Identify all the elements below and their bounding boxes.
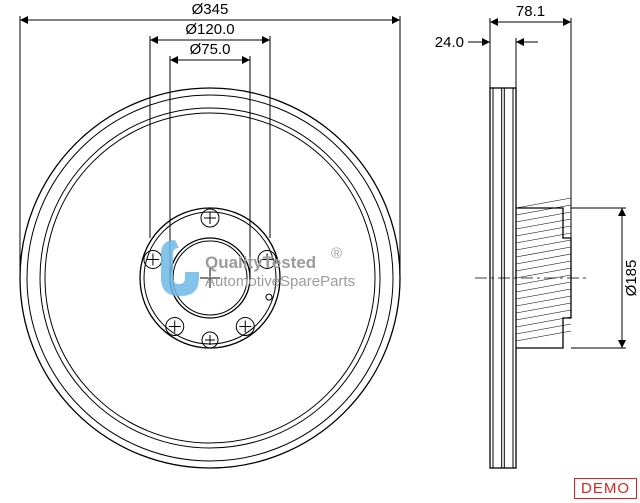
- svg-text:24.0: 24.0: [435, 34, 464, 51]
- svg-text:78.1: 78.1: [516, 3, 545, 20]
- svg-text:Ø185: Ø185: [623, 260, 640, 297]
- svg-text:Ø345: Ø345: [192, 1, 229, 18]
- demo-watermark: DEMO: [574, 478, 637, 499]
- svg-text:Ø75.0: Ø75.0: [190, 41, 231, 58]
- svg-text:Ø120.0: Ø120.0: [185, 21, 234, 38]
- front-view: [20, 88, 400, 468]
- side-view: [490, 88, 571, 468]
